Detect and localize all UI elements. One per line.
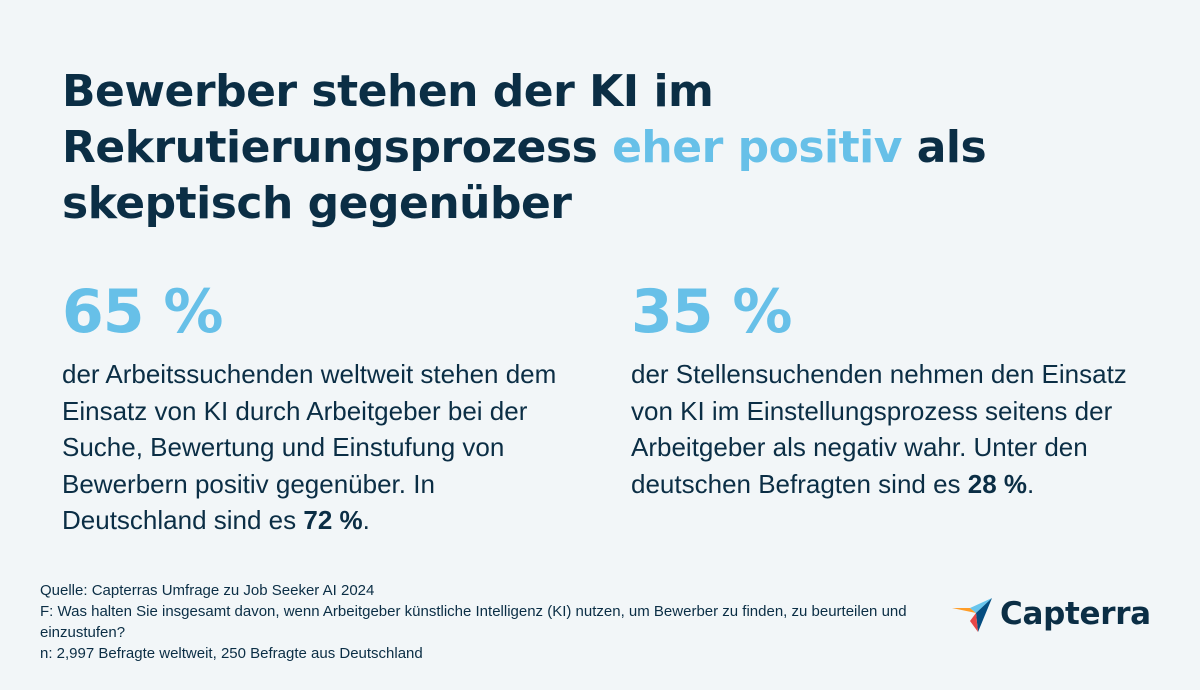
capterra-logo: Capterra [952,594,1151,634]
stat-negative-text: der Stellensuchenden nehmen den Einsatz … [631,359,1127,499]
stat-negative-description: der Stellensuchenden nehmen den Einsatz … [631,356,1131,502]
headline-accent: eher positiv [612,122,902,173]
footer-source: Quelle: Capterras Umfrage zu Job Seeker … [40,582,375,599]
stat-global: 65 % der Arbeitssuchenden weltweit stehe… [62,278,562,539]
stat-negative-text-end: . [1027,468,1035,499]
stat-global-description: der Arbeitssuchenden weltweit stehen dem… [62,356,562,539]
stat-global-highlight: 72 % [303,505,363,535]
stat-global-text-end: . [362,505,370,535]
headline: Bewerber stehen der KI im Rekrutierungsp… [62,64,1142,232]
footer-question: F: Was halten Sie insgesamt davon, wenn … [40,603,907,641]
headline-part1: Bewerber stehen der KI im Rekrutierungsp… [62,66,714,173]
stat-negative-highlight: 28 % [967,468,1028,499]
stat-negative-percent: 35 % [631,277,793,347]
capterra-arrow-icon [952,598,992,632]
footer-sample: n: 2,997 Befragte weltweit, 250 Befragte… [40,645,423,662]
headline-part2: als skeptisch gegenüber [62,122,987,229]
stat-global-text: der Arbeitssuchenden weltweit stehen dem… [62,359,557,535]
stat-global-percent: 65 % [62,277,224,347]
footer-notes: Quelle: Capterras Umfrage zu Job Seeker … [40,580,920,664]
capterra-wordmark: Capterra [1000,596,1151,632]
stat-negative: 35 % der Stellensuchenden nehmen den Ein… [631,278,1131,502]
